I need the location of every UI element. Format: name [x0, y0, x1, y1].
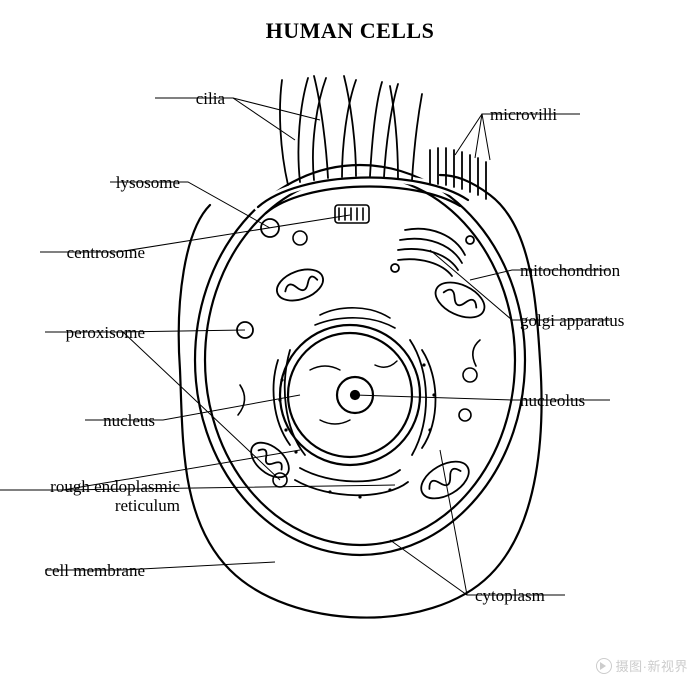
watermark-text: 摄图·新视界: [616, 659, 688, 674]
label-centrosome: centrosome: [67, 244, 145, 263]
cilia-group: [280, 76, 422, 185]
watermark: 摄图·新视界: [596, 656, 688, 675]
label-rer: rough endoplasmic reticulum: [20, 478, 180, 515]
label-membrane: cell membrane: [44, 562, 145, 581]
label-golgi: golgi apparatus: [520, 312, 624, 331]
diagram-stage: HUMAN CELLS: [0, 0, 700, 685]
label-lysosome: lysosome: [116, 174, 180, 193]
label-cilia: cilia: [196, 90, 225, 109]
label-nucleolus: nucleolus: [520, 392, 585, 411]
centrosome-shape: [335, 205, 369, 223]
label-mitochondrion: mitochondrion: [520, 262, 620, 281]
label-peroxisome: peroxisome: [66, 324, 145, 343]
nucleus-shape: [280, 325, 420, 465]
cytoplasm-outline: [179, 175, 542, 618]
label-cytoplasm: cytoplasm: [475, 587, 545, 606]
play-icon: [596, 658, 612, 674]
label-microvilli: microvilli: [490, 106, 557, 125]
label-nucleus: nucleus: [103, 412, 155, 431]
rer-shape: [274, 340, 436, 499]
